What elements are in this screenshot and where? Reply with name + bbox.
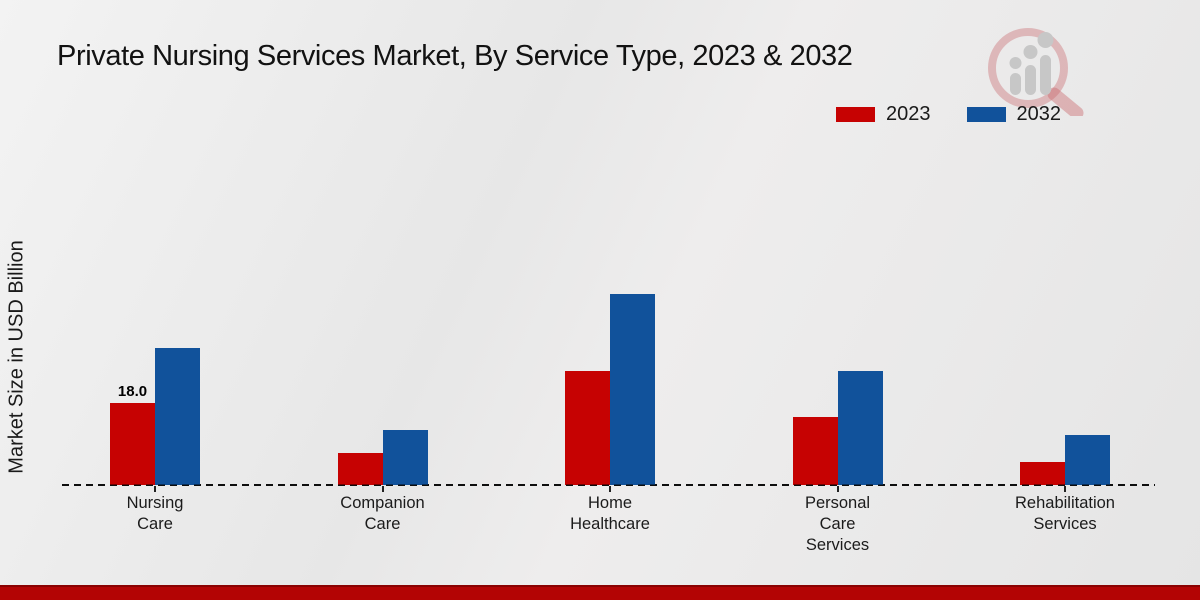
x-axis-tick xyxy=(609,486,611,492)
magnifier-bar-chart-logo-icon xyxy=(983,24,1095,120)
legend-label-2032: 2032 xyxy=(1016,103,1062,125)
bar-2032-companion-care xyxy=(382,430,428,485)
x-axis-tick xyxy=(836,486,839,492)
x-axis-tick xyxy=(1064,486,1066,492)
footer-accent-bar xyxy=(0,585,1200,600)
category-label-home-healthcare: Home Healthcare xyxy=(570,494,650,533)
bar-value-label: 18.0 xyxy=(117,382,148,400)
y-axis-label: Market Size in USD Billion xyxy=(5,240,28,474)
bar-2023-companion-care xyxy=(337,453,383,485)
x-axis-baseline-overlay xyxy=(62,484,1155,486)
chart-title: Private Nursing Services Market, By Serv… xyxy=(57,40,853,72)
category-label-nursing-care: Nursing Care xyxy=(126,494,184,533)
legend-swatch-2023-icon xyxy=(836,107,875,122)
category-label-personal-care-services: Personal Care Services xyxy=(804,494,871,554)
bar-2032-personal-care-services xyxy=(837,371,883,485)
legend-label-2023: 2023 xyxy=(886,103,931,125)
category-label-companion-care: Companion Care xyxy=(340,494,425,533)
x-axis-baseline xyxy=(62,484,1155,486)
legend-item-2023: 2023 xyxy=(836,103,931,126)
category-label-rehabilitation-services: Rehabilitation Services xyxy=(1015,494,1115,533)
bar-2032-home-healthcare xyxy=(610,293,655,485)
x-axis-tick xyxy=(154,486,156,492)
bar-2023-rehabilitation-services xyxy=(1020,462,1065,485)
bar-2023-personal-care-services xyxy=(792,416,838,485)
bar-2023-nursing-care xyxy=(110,402,155,485)
legend: 2023 2032 xyxy=(836,103,1061,126)
x-axis-tick xyxy=(381,486,384,492)
legend-swatch-2032-icon xyxy=(966,107,1006,122)
bar-2032-nursing-care xyxy=(155,348,200,485)
legend-item-2032: 2032 xyxy=(966,103,1062,126)
bar-2032-rehabilitation-services xyxy=(1065,434,1110,485)
bar-2023-home-healthcare xyxy=(565,371,610,485)
